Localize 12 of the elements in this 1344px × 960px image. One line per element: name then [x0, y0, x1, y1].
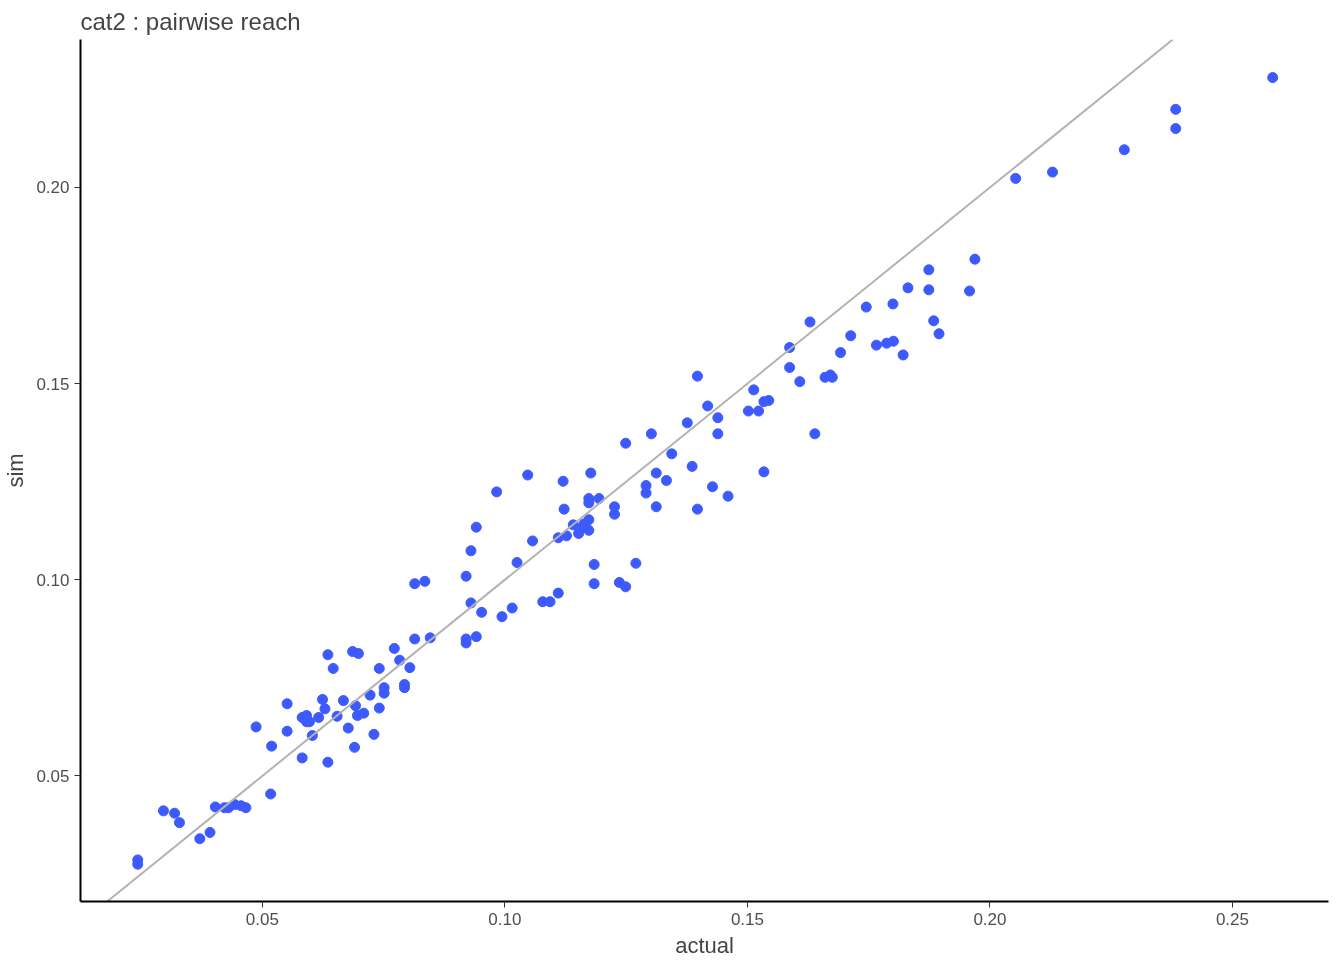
x-tick-label: 0.25: [1215, 909, 1250, 929]
y-tick-label: 0.20: [36, 178, 70, 198]
x-tick-label: 0.10: [488, 909, 522, 929]
x-tick-label: 0.05: [245, 909, 279, 929]
y-tick-label: 0.10: [36, 570, 70, 590]
x-axis-title: actual: [675, 932, 734, 958]
y-axis-title: sim: [3, 453, 29, 488]
y-tick-label: 0.15: [36, 374, 70, 394]
y-tick-label: 0.05: [36, 766, 70, 786]
chart-title: cat2 : pairwise reach: [80, 7, 301, 35]
x-tick-label: 0.15: [730, 909, 764, 929]
x-tick-label: 0.20: [973, 909, 1007, 929]
